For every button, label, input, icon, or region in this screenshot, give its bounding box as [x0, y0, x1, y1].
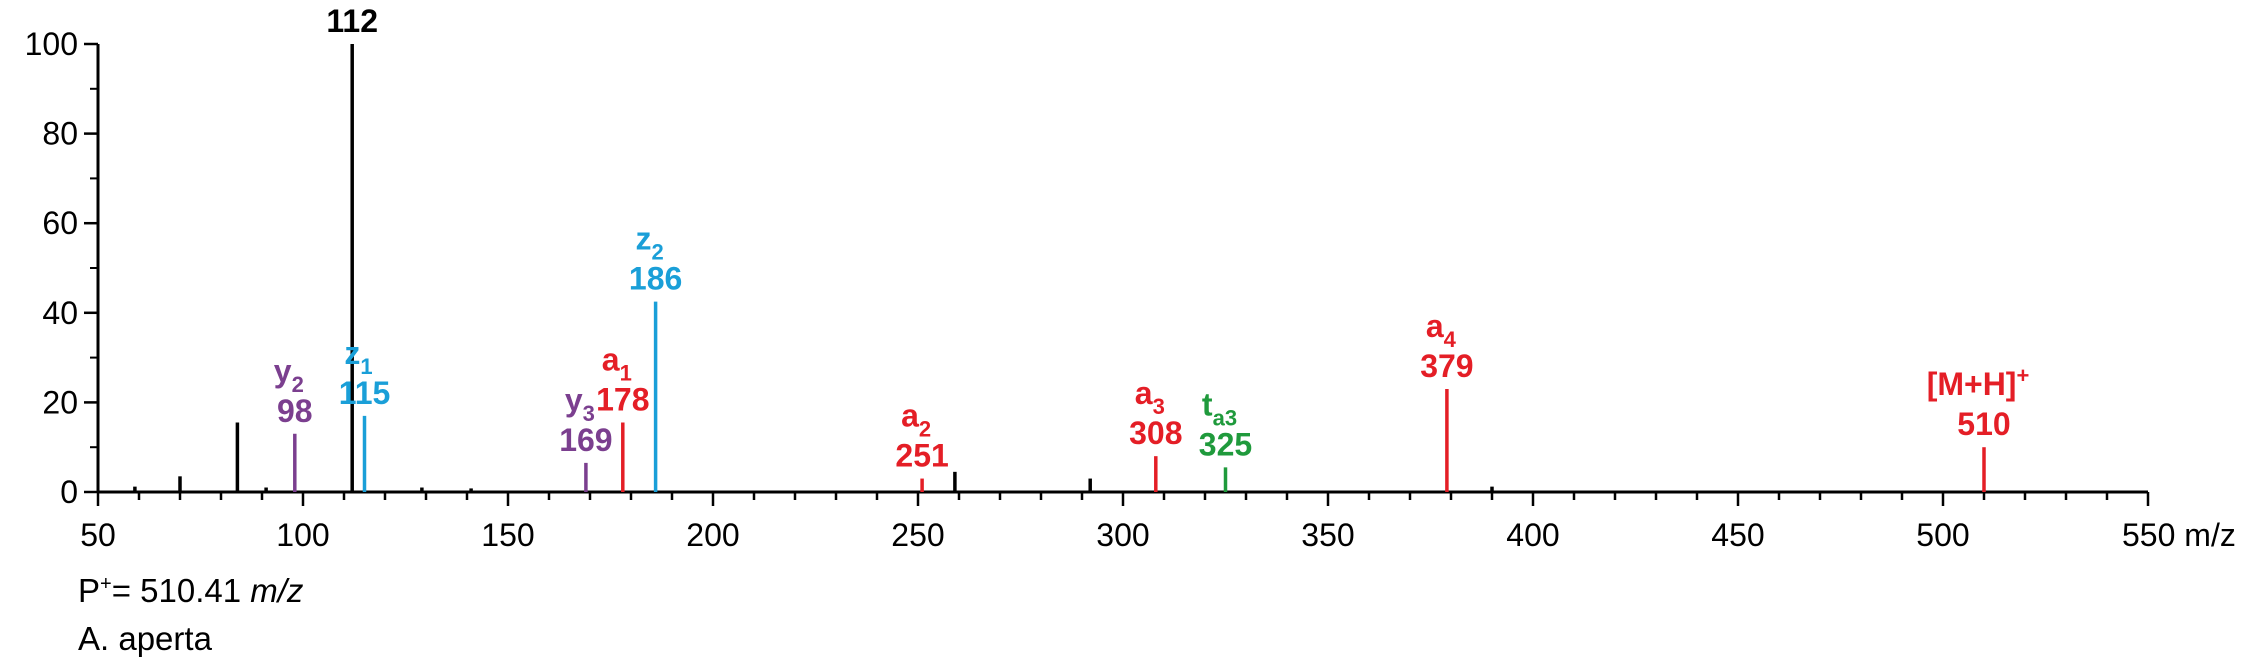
ion-subscript: 1 — [620, 361, 632, 386]
peak-label-510: 510 — [1957, 406, 2010, 442]
peak-label-251: 251 — [895, 438, 948, 474]
y-tick-label: 100 — [25, 26, 78, 62]
x-tick-label: 50 — [80, 517, 116, 553]
ion-label-186: z2 — [635, 221, 663, 265]
y-tick-label: 80 — [42, 116, 78, 152]
precursor-unit: m/z — [250, 572, 304, 609]
chart-axes: 50 100 150 200 250 300 350 400 450 500 550 m/z 0 20 4… — [25, 26, 2236, 553]
ion-label-308: a3 — [1135, 375, 1165, 419]
ion-label-325: ta3 — [1202, 386, 1237, 430]
species-caption: A. aperta — [78, 620, 212, 657]
x-tick-label: 150 — [481, 517, 534, 553]
ion-subscript: 3 — [583, 401, 595, 426]
x-tick-label: 250 — [891, 517, 944, 553]
ion-label-251: a2 — [901, 398, 931, 442]
ion-label-169: y3 — [565, 382, 595, 426]
precursor-caption: P+= 510.41 m/z — [78, 572, 303, 610]
peak-label-325: 325 — [1199, 426, 1252, 462]
peak-label-98: 98 — [277, 393, 313, 429]
precursor-charge: + — [100, 573, 112, 595]
peak-label-112: 112 — [326, 3, 378, 39]
peak-label-178: 178 — [596, 382, 649, 418]
x-tick-label: 500 — [1916, 517, 1969, 553]
ion-label-178: a1 — [602, 342, 632, 386]
ion-subscript: 1 — [360, 354, 372, 379]
x-tick-label: 550 m/z — [2122, 517, 2236, 553]
peak-label-379: 379 — [1420, 348, 1473, 384]
x-tick-label: 400 — [1506, 517, 1559, 553]
precursor-value: = 510.41 — [111, 572, 251, 609]
ion-label-510: [M+H]+ — [1927, 363, 2030, 402]
x-tick-label: 450 — [1711, 517, 1764, 553]
y-tick-label: 0 — [60, 474, 78, 510]
ion-superscript: + — [2016, 363, 2029, 388]
x-tick-label: 350 — [1301, 517, 1354, 553]
peak-label-115: 115 — [339, 375, 391, 411]
peak-label-308: 308 — [1129, 415, 1182, 451]
chart-peaks — [133, 44, 1986, 492]
ion-label-98: y2 — [274, 353, 304, 397]
ion-subscript: 2 — [919, 417, 931, 442]
y-tick-label: 60 — [42, 205, 78, 241]
ion-subscript: 4 — [1444, 327, 1457, 352]
x-tick-label: 300 — [1096, 517, 1149, 553]
ion-subscript: 2 — [292, 372, 304, 397]
ion-subscript: a3 — [1213, 405, 1237, 430]
y-tick-label: 20 — [42, 384, 78, 420]
precursor-prefix: P — [78, 572, 101, 609]
x-tick-label: 200 — [686, 517, 739, 553]
ion-subscript: 3 — [1153, 394, 1165, 419]
peak-label-169: 169 — [559, 422, 612, 458]
x-tick-label: 100 — [276, 517, 329, 553]
ion-label-379: a4 — [1426, 308, 1457, 352]
ion-subscript: 2 — [651, 240, 663, 265]
ion-label-115: z1 — [344, 335, 372, 379]
peak-label-186: 186 — [629, 261, 682, 297]
y-tick-label: 40 — [42, 295, 78, 331]
